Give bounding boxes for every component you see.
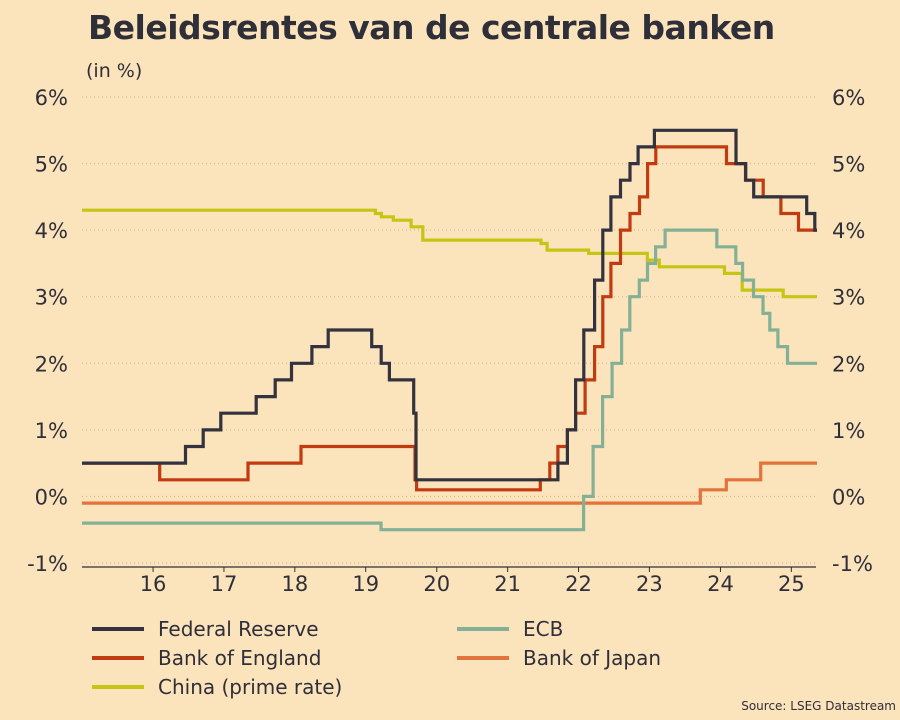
chart-plot: 6% 5% 4% 3% 2% 1% 0% -1% 6% 5% 4% 3% 2% 1% 0% -1% 16 17… (27, 86, 873, 596)
x-tick-label: 18 (281, 572, 308, 596)
y-tick-label-left: 0% (35, 485, 68, 509)
legend-item-bank-of-england: Bank of England (92, 644, 457, 671)
y-tick-label-left: 3% (35, 286, 68, 310)
legend-item-federal-reserve: Federal Reserve (92, 615, 457, 642)
series-line-ecb (82, 228, 817, 532)
y-tick-label-right: 3% (832, 286, 865, 310)
y-tick-label-left: 4% (35, 219, 68, 243)
legend-label-ecb: ECB (523, 616, 564, 641)
legend-label-bank-of-england: Bank of England (158, 645, 322, 670)
legend-item-bank-of-japan: Bank of Japan (457, 644, 732, 671)
y-tick-label-left: 5% (35, 153, 68, 177)
x-axis: 16 17 18 19 20 21 22 23 24 25 (82, 566, 816, 596)
source-note: Source: LSEG Datastream (741, 699, 896, 713)
y-tick-label-right: 5% (832, 153, 865, 177)
chart-title: Beleidsrentes van de centrale banken (88, 8, 775, 47)
y-tick-label-right: 4% (832, 219, 865, 243)
x-tick-label: 16 (140, 572, 167, 596)
legend-swatch-federal-reserve (92, 626, 144, 631)
y-tick-label-right: 2% (832, 352, 865, 376)
y-tick-label-left: 6% (35, 86, 68, 110)
y-tick-label-right: -1% (832, 552, 873, 576)
series-line-bank-of-japan (82, 461, 817, 505)
legend-swatch-bank-of-england (92, 655, 144, 660)
y-tick-label-left: 1% (35, 419, 68, 443)
legend-label-federal-reserve: Federal Reserve (158, 616, 319, 641)
x-tick-label: 19 (352, 572, 379, 596)
legend-label-bank-of-japan: Bank of Japan (523, 645, 662, 670)
y-tick-label-left: -1% (27, 552, 68, 576)
series-line-bank-of-england (82, 145, 817, 492)
y-axis-left: 6% 5% 4% 3% 2% 1% 0% -1% (27, 86, 68, 576)
y-tick-label-right: 1% (832, 419, 865, 443)
gridlines (82, 96, 816, 564)
x-tick-label: 17 (211, 572, 238, 596)
unit-label: (in %) (86, 60, 143, 82)
y-tick-label-left: 2% (35, 352, 68, 376)
x-tick-label: 24 (707, 572, 734, 596)
y-tick-label-right: 6% (832, 86, 865, 110)
series-line-federal-reserve (82, 128, 817, 482)
x-tick-label: 22 (565, 572, 592, 596)
x-tick-label: 23 (636, 572, 663, 596)
legend: Federal Reserve ECB Bank of England Bank… (92, 615, 732, 700)
legend-swatch-bank-of-japan (457, 655, 509, 660)
y-tick-label-right: 0% (832, 485, 865, 509)
x-tick-label: 21 (494, 572, 521, 596)
x-tick-label: 20 (423, 572, 450, 596)
legend-item-ecb: ECB (457, 615, 732, 642)
series-lines (82, 128, 817, 532)
x-tick-label: 25 (778, 572, 805, 596)
series-line-china-prime-rate (82, 208, 817, 299)
legend-item-china-prime-rate: China (prime rate) (92, 673, 457, 700)
legend-swatch-ecb (457, 626, 509, 631)
y-axis-right: 6% 5% 4% 3% 2% 1% 0% -1% (832, 86, 873, 576)
legend-label-china-prime-rate: China (prime rate) (158, 674, 343, 699)
legend-swatch-china-prime-rate (92, 684, 144, 689)
